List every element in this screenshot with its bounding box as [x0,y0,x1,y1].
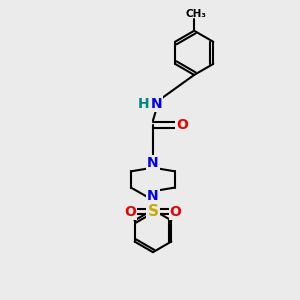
Text: O: O [170,205,182,219]
Text: N: N [151,98,162,111]
Text: O: O [124,205,136,219]
Text: N: N [147,189,159,202]
Text: CH₃: CH₃ [185,9,206,19]
Text: S: S [147,204,158,219]
Text: N: N [147,156,159,170]
Text: H: H [138,97,149,111]
Text: O: O [176,118,188,132]
